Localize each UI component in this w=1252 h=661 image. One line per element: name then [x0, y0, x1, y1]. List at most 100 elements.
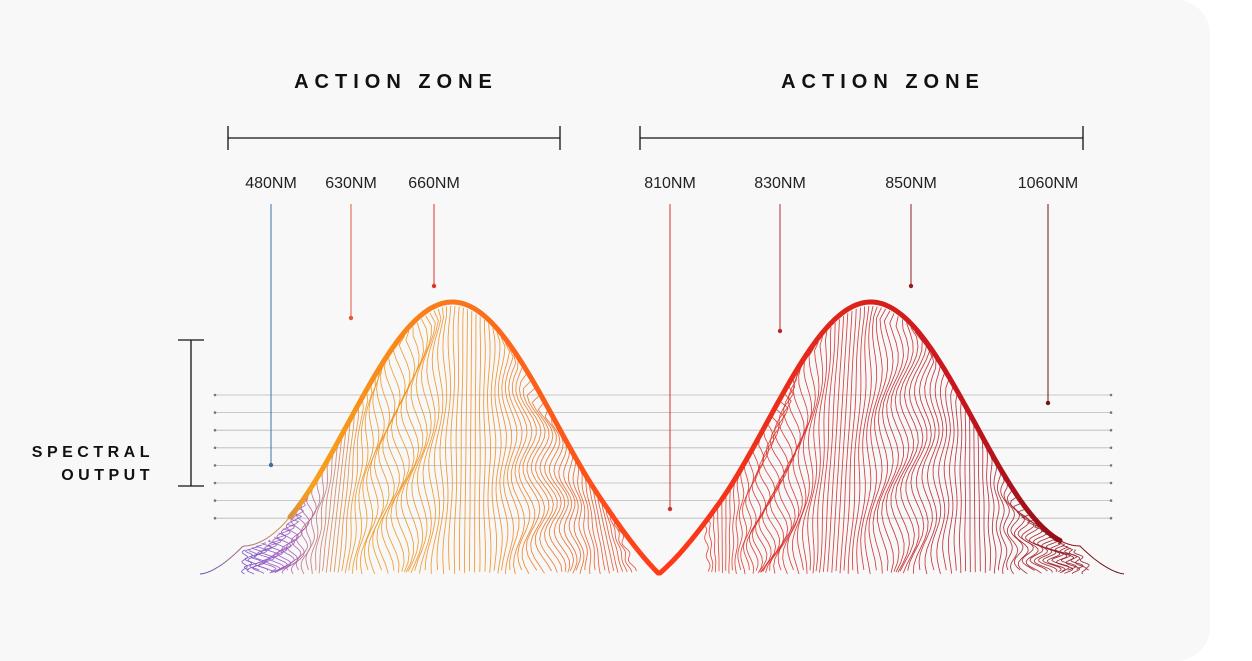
spectrum-strand [518, 373, 541, 571]
spectrum-strand [515, 367, 536, 574]
spectrum-strand [418, 310, 439, 574]
spectrum-strand [352, 386, 373, 574]
spectrum-strand [856, 306, 874, 575]
spectrum-strand [947, 387, 955, 574]
spectral-curve-tail [199, 301, 1125, 575]
spectrum-strand [895, 327, 919, 573]
spectrum-strands [241, 305, 1090, 575]
spectrum-strand [807, 336, 824, 571]
spectrum-strand [325, 438, 343, 573]
spectrum-strand [1059, 545, 1080, 575]
gridline-dot-right [1109, 481, 1113, 485]
spectrum-strand [341, 408, 360, 572]
spectrum-strand [601, 504, 619, 573]
spectrum-strand [819, 322, 836, 573]
spectrum-strand [291, 496, 310, 575]
spectrum-strand [544, 410, 567, 572]
spectrum-strand [459, 307, 464, 571]
gridline-dot-left [213, 499, 217, 502]
spectrum-strand [548, 418, 571, 573]
spectrum-strand [442, 305, 452, 575]
spectrum-strand [843, 307, 861, 571]
spectrum-strand [563, 441, 582, 571]
spectrum-strand [558, 433, 578, 574]
spectrum-strand [769, 386, 794, 571]
wavelength-label-660: 660NM [408, 175, 460, 192]
spectral-diagram: ACTION ZONE ACTION ZONE SPECTRAL OUTPUT … [32, 71, 1125, 576]
spectrum-strand [281, 508, 305, 574]
spectrum-strand [868, 308, 888, 571]
spectrum-strand [333, 423, 351, 572]
wavelength-label-1060: 1060NM [1018, 175, 1078, 192]
spectrum-strand [318, 454, 334, 574]
spectrum-strand [483, 319, 486, 572]
spectrum-strand [609, 516, 628, 573]
gridline-dot-left [213, 446, 217, 450]
spectrum-strand [847, 306, 866, 574]
spectrum-strand [468, 311, 473, 572]
spectrum-strand [497, 337, 509, 571]
spectrum-strand [593, 491, 610, 574]
spectrum-strand [576, 463, 592, 575]
spectrum-strand [907, 341, 931, 571]
spectrum-strand [959, 402, 963, 573]
spectrum-strand [258, 539, 278, 574]
wavelength-leader-dot [777, 328, 783, 334]
output-gridlines [213, 393, 1113, 520]
spectrum-strand [376, 346, 401, 574]
spectrum-strand [902, 336, 927, 574]
spectrum-strand [737, 469, 745, 571]
spectrum-strand [812, 331, 828, 574]
wavelength-label-830: 830NM [754, 175, 806, 192]
diagram-card: ACTION ZONE ACTION ZONE SPECTRAL OUTPUT … [31, 71, 1125, 576]
spectrum-strand [390, 330, 416, 572]
spectrum-strand [936, 373, 948, 575]
gridline-dot-right [1109, 446, 1113, 450]
gridline-dot-right [1109, 411, 1113, 414]
spectrum-strand [405, 318, 429, 572]
zone-bracket-right [639, 126, 1084, 150]
spectrum-strand [300, 482, 317, 575]
spectrum-strand [588, 485, 606, 571]
spectrum-strand [964, 409, 967, 572]
zone-bracket-left [227, 126, 561, 150]
wavelength-leader-dot [348, 315, 354, 321]
spectrum-strand [453, 306, 460, 574]
spectrum-strand [731, 483, 735, 571]
spectrum-strand [877, 313, 899, 571]
wavelength-label-810: 810NM [644, 175, 696, 192]
spectrum-strand [448, 306, 456, 571]
spectrum-strand [912, 347, 933, 574]
spectrum-strand [1068, 548, 1087, 575]
spectrum-strand [243, 549, 253, 571]
spectrum-strand [511, 360, 531, 571]
wavelength-label-630: 630NM [325, 175, 377, 192]
spectrum-strand [380, 340, 406, 571]
spectrum-strand [487, 323, 492, 573]
spectrum-strand [822, 319, 840, 572]
spectrum-strand [1016, 509, 1042, 574]
spectrum-strand [827, 315, 845, 572]
spectrum-strand [363, 365, 385, 571]
wavelength-label-850: 850NM [885, 175, 937, 192]
spectrum-strand [360, 371, 380, 575]
spectrum-strand [930, 366, 944, 571]
spectrum-strand [860, 306, 878, 571]
spectrum-strand [553, 425, 575, 572]
gridline-dot-left [213, 393, 217, 397]
spectrum-strand [478, 316, 481, 573]
spectrum-strand [885, 319, 909, 572]
spectrum-strand [474, 313, 477, 573]
spectrum-strand [372, 352, 396, 571]
spectrum-strand [526, 387, 552, 572]
spectrum-strand [385, 335, 411, 573]
spectrum-strand [728, 490, 731, 574]
spectrum-strand [329, 431, 347, 572]
spectrum-strand [791, 353, 812, 575]
wavelength-leader-dot [431, 283, 437, 289]
spectrum-strand [1073, 549, 1090, 571]
spectrum-strand [523, 380, 545, 574]
gridline-dot-right [1109, 428, 1113, 432]
spectrum-strand [890, 323, 914, 573]
spectrum-strand [572, 456, 588, 571]
